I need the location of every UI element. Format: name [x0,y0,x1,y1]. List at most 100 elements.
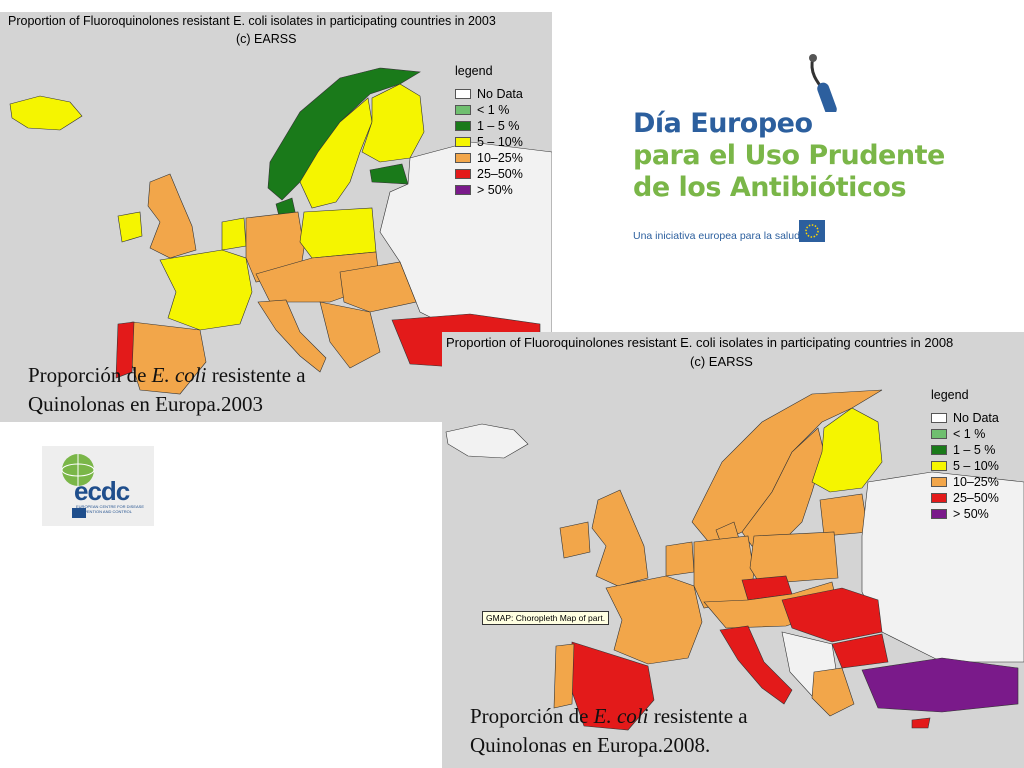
map-2008-copyright: (c) EARSS [690,354,753,369]
legend-row: No Data [455,86,523,102]
estonia [369,163,409,185]
legend-row: 25–50% [455,166,523,182]
portugal [553,643,575,709]
iceland [445,423,529,459]
balkans [319,301,381,369]
caption-line2: Quinolonas en Europa.2003 [28,392,264,416]
legend-row: > 50% [931,506,999,522]
legend-label: No Data [953,411,999,425]
italy [719,625,793,705]
map-2003-title: Proportion of Fluoroquinolones resistant… [8,14,496,28]
stethoscope-icon [809,54,837,112]
ecdc-subtitle: EUROPEAN CENTRE FOR DISEASE PREVENTION A… [76,504,145,514]
map-2003-caption: Proporción de E. coli resistente a Quino… [28,361,306,419]
ireland [117,211,143,243]
france [605,575,703,665]
legend-label: > 50% [477,183,513,197]
map-2003-copyright: (c) EARSS [236,32,297,46]
legend-swatch [931,509,947,519]
map-2008-legend: legend No Data < 1 % 1 – 5 % 5 – 10% 10–… [931,388,999,522]
legend-row: 25–50% [931,490,999,506]
legend-row: 5 – 10% [931,458,999,474]
uk [147,173,197,259]
legend-swatch [931,445,947,455]
legend-label: < 1 % [477,103,510,117]
legend-label: 25–50% [477,167,523,181]
legend-swatch [455,89,471,99]
legend-swatch [931,477,947,487]
bulgaria [831,633,889,669]
map-2008-title: Proportion of Fluoroquinolones resistant… [446,335,954,350]
legend-row: 1 – 5 % [455,118,523,134]
map-2008-caption: Proporción de E. coli resistente a Quino… [470,702,748,760]
ecdc-wordmark: ecdc [74,476,130,506]
legend-swatch [455,121,471,131]
legend-swatch [455,169,471,179]
france [159,249,253,331]
uk [591,489,649,587]
legend-title: legend [931,388,969,402]
caption-prefix: Proporción de [28,363,152,387]
legend-title: legend [455,64,493,78]
caption-species: E. coli [593,704,649,728]
logo-line-2: para el Uso Prudente [633,140,945,171]
turkey [861,657,1019,713]
logo-line-3: de los Antibióticos [633,172,907,203]
legend-swatch [455,185,471,195]
iceland [9,95,83,131]
hungary-romania [781,587,883,643]
ecdc-logo: ecdc EUROPEAN CENTRE FOR DISEASE PREVENT… [42,446,154,526]
italy [257,299,327,373]
greece [811,667,855,717]
poland [749,531,839,585]
caption-line2: Quinolonas en Europa.2008. [470,733,711,757]
campaign-logo: Día Europeo para el Uso Prudente de los … [625,52,945,252]
legend-label: 5 – 10% [953,459,999,473]
cyprus [911,717,931,729]
legend-row: 10–25% [455,150,523,166]
benelux [665,541,695,577]
map-2008-choropleth [445,389,1024,731]
sweden [299,97,373,209]
legend-swatch [931,413,947,423]
caption-species: E. coli [151,363,207,387]
legend-swatch [931,493,947,503]
romania [339,261,417,313]
eu-flag-icon [799,220,825,242]
map-tooltip: GMAP: Choropleth Map of part. [482,611,610,625]
legend-label: > 50% [953,507,989,521]
map-2008-panel: Proportion of Fluoroquinolones resistant… [442,332,1024,768]
legend-row: 5 – 10% [455,134,523,150]
ireland [559,521,591,559]
baltics [819,493,869,537]
legend-row: No Data [931,410,999,426]
norway [267,67,421,201]
logo-tagline: Una iniciativa europea para la salud [633,230,800,242]
benelux [221,217,247,251]
legend-row: < 1 % [931,426,999,442]
poland [299,207,377,259]
east-nodata [379,141,552,343]
map-2003-legend: legend No Data < 1 % 1 – 5 % 5 – 10% 10–… [455,64,523,198]
germany [693,535,755,609]
legend-label: 1 – 5 % [477,119,520,133]
legend-swatch [931,461,947,471]
legend-swatch [455,105,471,115]
legend-label: 1 – 5 % [953,443,996,457]
legend-swatch [455,153,471,163]
caption-suffix: resistente a [648,704,748,728]
legend-row: < 1 % [455,102,523,118]
legend-swatch [931,429,947,439]
map-2003-panel: Proportion of Fluoroquinolones resistant… [0,12,552,422]
legend-row: > 50% [455,182,523,198]
legend-label: < 1 % [953,427,986,441]
portugal [115,321,135,379]
legend-row: 10–25% [931,474,999,490]
caption-suffix: resistente a [206,363,306,387]
legend-row: 1 – 5 % [931,442,999,458]
logo-line-1: Día Europeo [633,108,813,139]
legend-label: 25–50% [953,491,999,505]
legend-label: 10–25% [953,475,999,489]
globe-icon [61,454,95,518]
legend-label: No Data [477,87,523,101]
